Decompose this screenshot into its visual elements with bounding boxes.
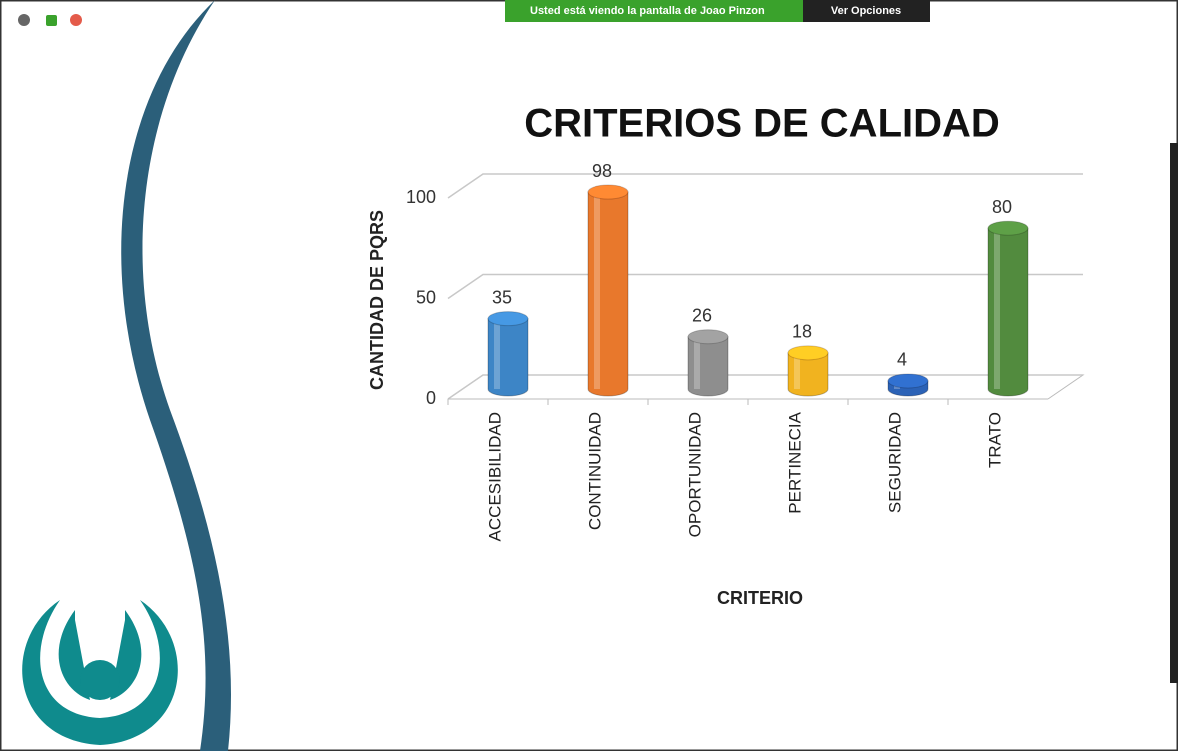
bar-body xyxy=(587,191,629,397)
data-label: 4 xyxy=(897,350,907,370)
lock-icon xyxy=(46,15,57,26)
x-tick-label: PERTINECIA xyxy=(785,411,804,513)
bar-top xyxy=(987,220,1029,236)
bar-shine xyxy=(594,192,600,389)
x-tick-label: ACCESIBILIDAD xyxy=(485,412,504,541)
grid-line xyxy=(447,273,1083,300)
data-label: 26 xyxy=(692,305,712,325)
bar-top xyxy=(787,345,829,361)
chart-title: CRITERIOS DE CALIDAD xyxy=(524,102,1000,146)
x-tick-label: SEGURIDAD xyxy=(885,412,904,513)
data-label: 98 xyxy=(592,161,612,181)
grid-line xyxy=(447,173,1083,199)
bar-shine xyxy=(994,228,1000,389)
bar-top xyxy=(887,373,929,389)
x-tick-label: OPORTUNIDAD xyxy=(685,412,704,537)
bar-shine xyxy=(694,336,700,389)
x-tick-label: TRATO xyxy=(985,412,1004,468)
bar xyxy=(787,345,829,397)
bar-body xyxy=(487,318,529,397)
data-label: 18 xyxy=(792,322,812,342)
y-tick-label: 50 xyxy=(416,287,436,307)
bar-body xyxy=(787,352,829,397)
share-banner xyxy=(505,0,803,22)
data-label: 80 xyxy=(992,197,1012,217)
swoosh xyxy=(121,0,231,751)
y-axis-label: CANTIDAD DE PQRS xyxy=(367,210,387,390)
bar-body xyxy=(687,336,729,397)
bar-top xyxy=(687,329,729,345)
options-label[interactable]: Ver Opciones xyxy=(831,5,901,17)
bar-body xyxy=(987,227,1029,397)
y-tick-label: 0 xyxy=(426,388,436,408)
bar xyxy=(987,220,1029,397)
data-label: 35 xyxy=(492,287,512,307)
info-icon xyxy=(18,14,30,26)
options-button[interactable] xyxy=(803,0,930,22)
x-axis-label: CRITERIO xyxy=(717,588,803,608)
bar-top xyxy=(487,311,529,327)
bar-shine xyxy=(794,352,800,389)
bar-shine xyxy=(494,318,500,389)
bar xyxy=(687,329,729,397)
bar xyxy=(887,373,929,397)
bar xyxy=(487,311,529,397)
bar-top xyxy=(587,184,629,200)
logo xyxy=(22,600,178,745)
y-tick-label: 100 xyxy=(406,187,436,207)
side-panel xyxy=(1170,143,1178,683)
bar xyxy=(587,184,629,397)
record-icon xyxy=(70,14,82,26)
x-tick-label: CONTINUIDAD xyxy=(585,412,604,530)
grid-line xyxy=(447,374,1083,400)
banner-text: Usted está viendo la pantalla de Joao Pi… xyxy=(530,5,765,17)
